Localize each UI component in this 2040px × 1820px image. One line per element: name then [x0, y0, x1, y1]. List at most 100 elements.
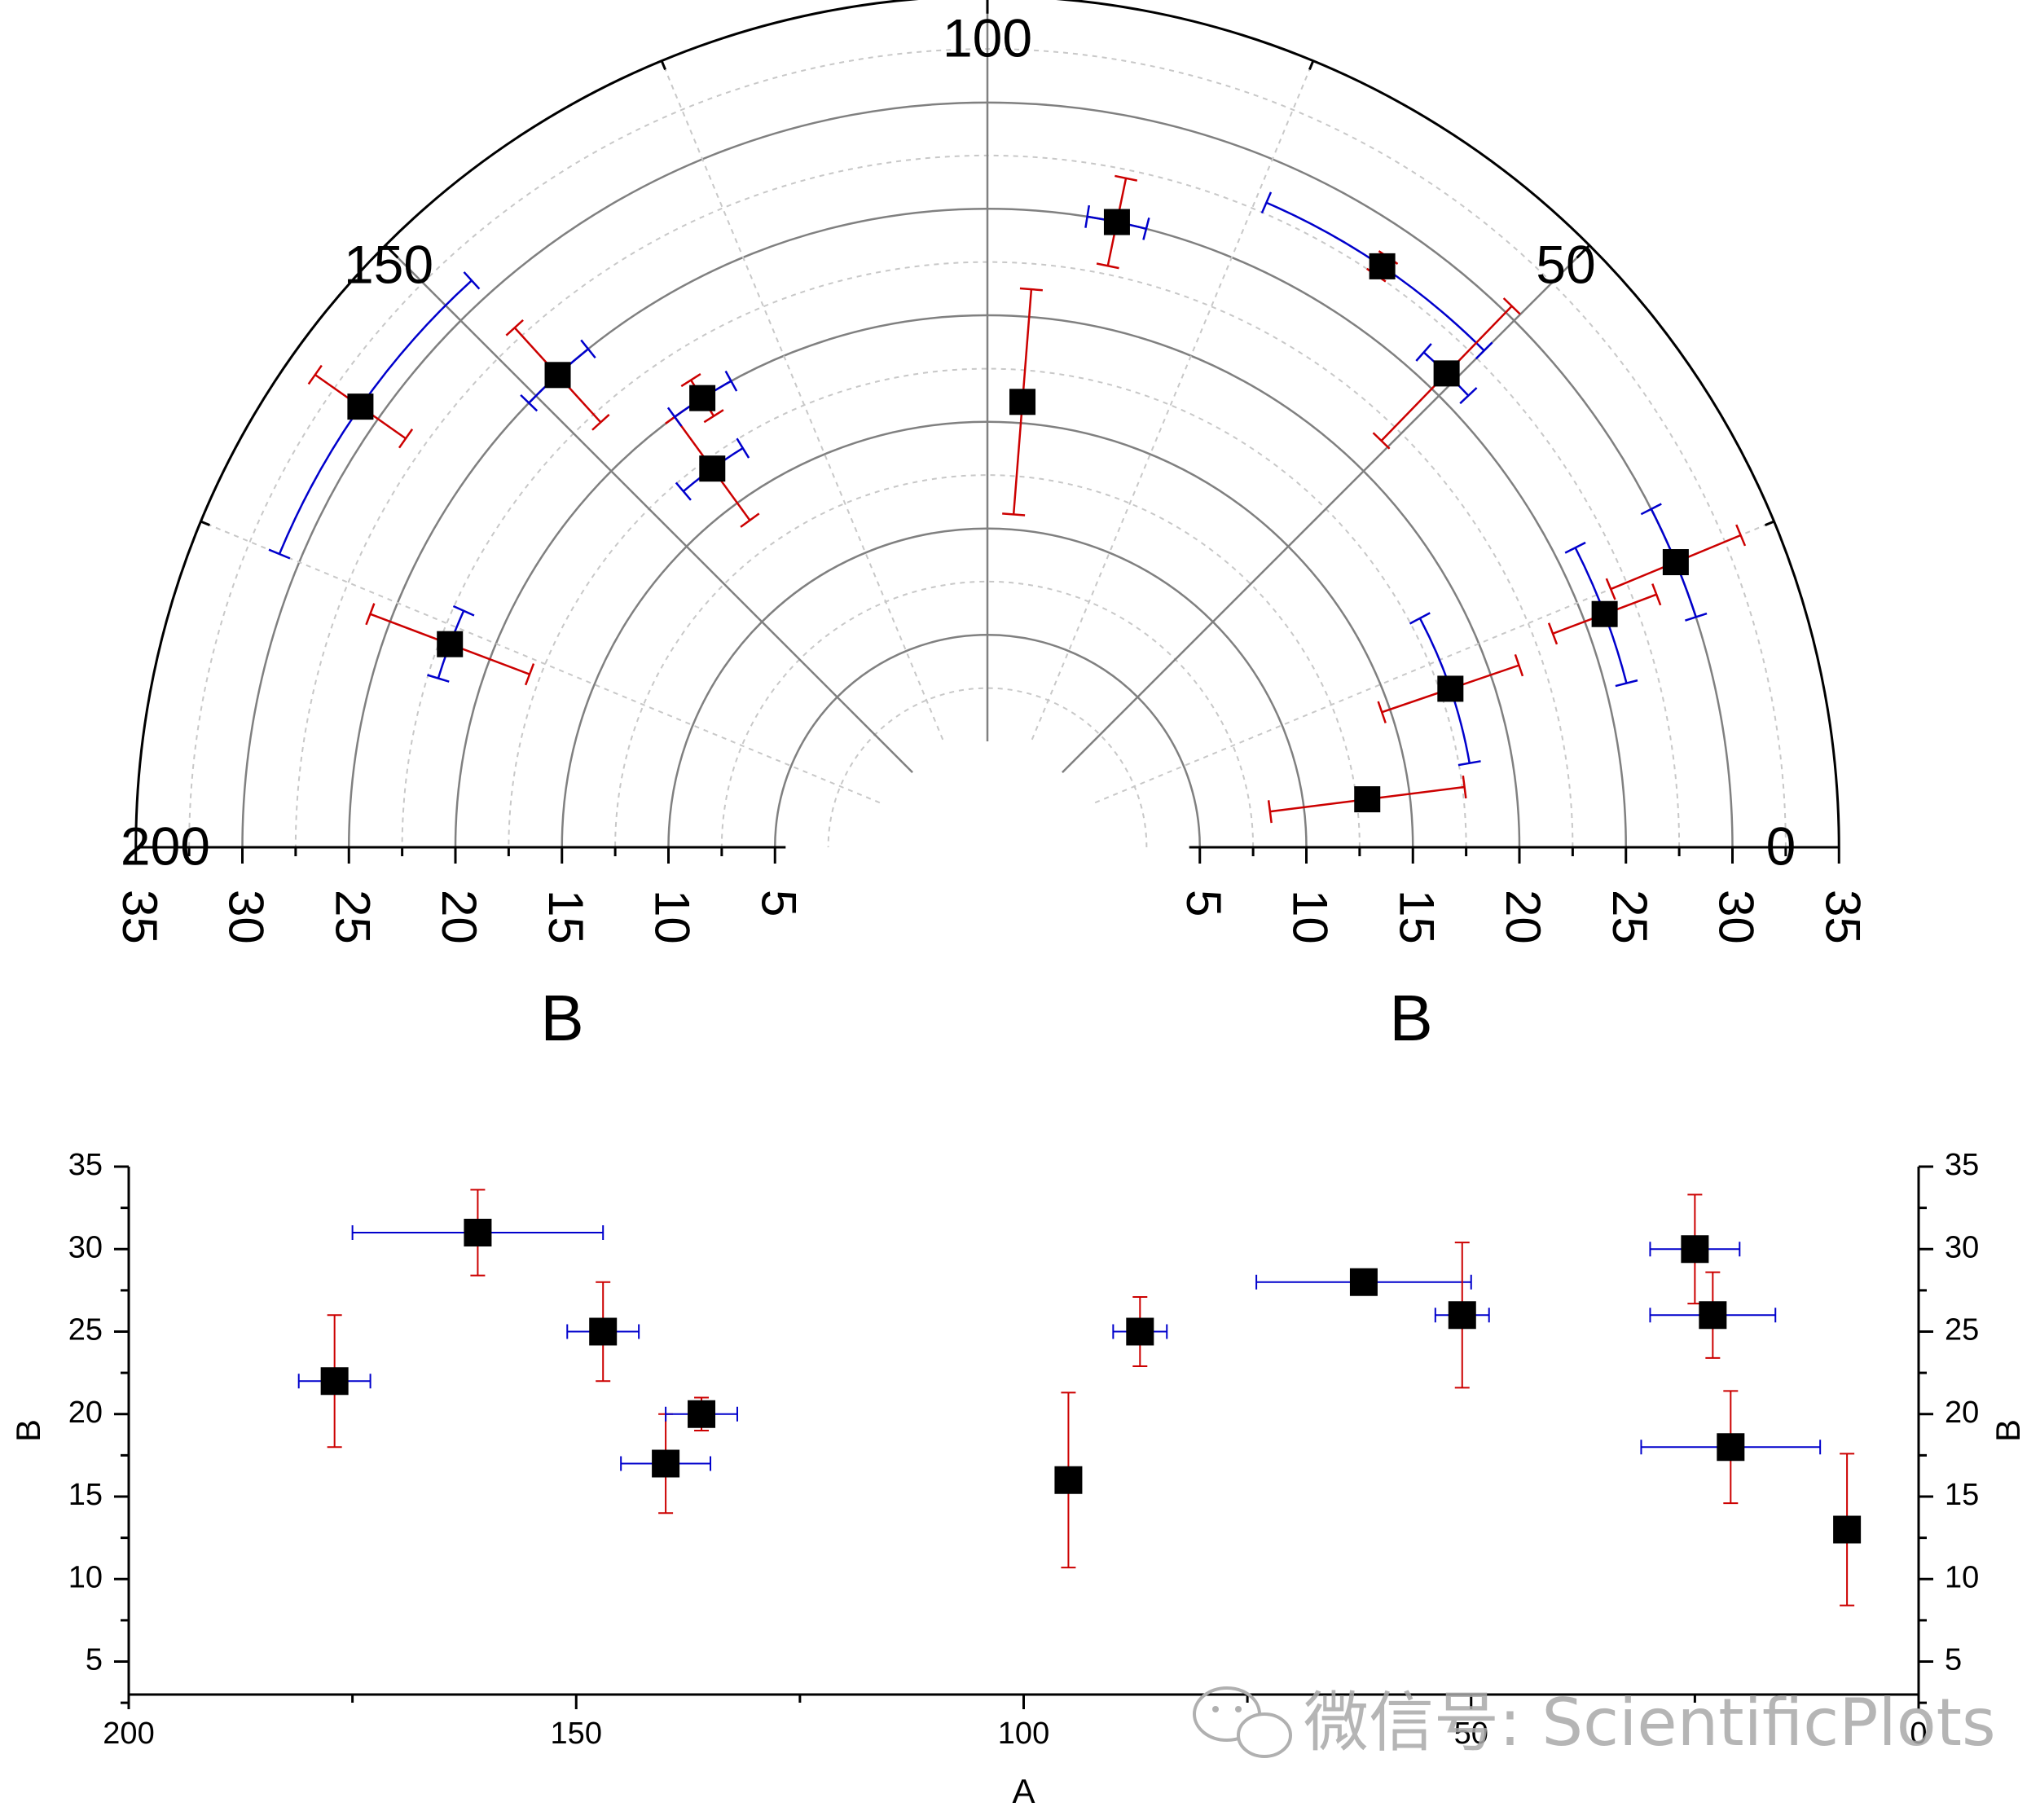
a-error-cap	[1084, 204, 1091, 228]
a-error-cap	[1564, 541, 1586, 554]
radial-axis-title-right: B	[1389, 982, 1432, 1054]
b-error-cap	[1267, 800, 1273, 824]
radial-tick-label: 30	[219, 890, 274, 944]
a-error-cap	[520, 393, 539, 412]
data-point	[544, 362, 571, 389]
data-point	[1681, 1235, 1709, 1264]
watermark-text: 微信号: ScientificPlots	[1304, 1685, 1996, 1761]
minor-grid-spoke	[1031, 59, 1314, 741]
radial-tick-label: 10	[645, 890, 700, 944]
y-tick-label-left: 5	[86, 1643, 103, 1677]
data-point	[1433, 360, 1460, 387]
data-point	[699, 455, 726, 482]
y-tick-label-left: 30	[68, 1230, 103, 1264]
b-error-cap	[1502, 297, 1521, 315]
radial-tick-label: 25	[325, 890, 380, 944]
b-error-cap	[1547, 622, 1559, 645]
x-tick-label: 50	[1454, 1717, 1488, 1751]
data-point	[1699, 1301, 1727, 1330]
radial-tick-label: 30	[1709, 890, 1764, 944]
x-tick-label: 200	[103, 1717, 154, 1751]
data-point	[589, 1317, 618, 1346]
a-error-cap	[580, 339, 596, 359]
radial-tick-label: 25	[1603, 890, 1657, 944]
angular-tick-label: 150	[344, 234, 433, 294]
angular-tick	[1765, 520, 1775, 526]
y-tick-label-right: 10	[1945, 1560, 1979, 1594]
y-tick-label-left: 25	[68, 1313, 103, 1347]
b-error-cap	[703, 409, 724, 424]
major-grid-spoke	[385, 244, 913, 773]
a-error-cap	[1685, 612, 1708, 622]
a-error-cap	[452, 604, 475, 617]
y-axis-title-left: B	[9, 1419, 47, 1442]
data-point	[652, 1449, 680, 1478]
a-error-cap	[1142, 218, 1150, 240]
y-tick-label-right: 5	[1945, 1643, 1962, 1677]
major-grid-spoke	[1062, 244, 1590, 773]
data-point	[1448, 1301, 1476, 1330]
data-point	[437, 631, 464, 657]
a-error-cap	[666, 407, 683, 427]
x-tick-label: 100	[998, 1717, 1049, 1751]
data-point	[1354, 786, 1381, 813]
a-error-cap	[463, 271, 481, 290]
y-axis-title-right: B	[1989, 1419, 2027, 1442]
data-point	[320, 1367, 349, 1396]
y-tick-label-left: 15	[68, 1478, 103, 1512]
b-error-cap	[1096, 262, 1119, 270]
y-tick-label-left: 35	[68, 1148, 103, 1182]
data-point	[1369, 253, 1396, 279]
radial-tick-label: 15	[539, 890, 593, 944]
a-error-cap	[724, 370, 738, 392]
b-error-cap	[1462, 775, 1467, 799]
b-error-cap	[740, 512, 760, 528]
y-tick-label-left: 10	[68, 1560, 103, 1594]
b-error-cap	[1651, 583, 1662, 606]
angular-tick	[1576, 244, 1591, 259]
radial-tick-label: 15	[1389, 890, 1444, 944]
a-error-cap	[427, 674, 450, 683]
b-error-cap	[591, 413, 610, 431]
b-error-cap	[680, 373, 701, 388]
b-error-cap	[1377, 701, 1387, 723]
data-point	[1054, 1466, 1083, 1494]
angular-tick	[384, 244, 399, 259]
data-point	[688, 1400, 716, 1428]
angular-tick	[660, 59, 666, 70]
b-error-cap	[524, 663, 535, 686]
wechat-eye	[1212, 1706, 1219, 1712]
wechat-icon	[1193, 1686, 1292, 1758]
a-error-cap	[1615, 679, 1638, 688]
x-tick-label: 0	[1910, 1717, 1927, 1751]
a-error-cap	[1640, 503, 1662, 516]
y-tick-label-right: 20	[1945, 1396, 1979, 1430]
a-error-cap	[1260, 191, 1273, 214]
a-error-cap	[1409, 612, 1431, 625]
b-error-cap	[1605, 578, 1616, 600]
data-point	[1349, 1268, 1378, 1296]
a-error-cap	[1475, 341, 1493, 360]
angular-tick-label: 0	[1766, 815, 1796, 876]
x-axis-title: A	[1012, 1772, 1035, 1810]
b-error-cap	[1115, 174, 1138, 182]
data-point	[1662, 549, 1689, 576]
a-error-cap	[268, 548, 291, 560]
b-error-cap	[505, 319, 524, 336]
watermark: 微信号: ScientificPlots	[1193, 1685, 1996, 1761]
data-point	[1833, 1515, 1862, 1544]
radial-tick-label: 35	[1815, 890, 1870, 944]
data-point	[1591, 600, 1618, 627]
y-tick-label-right: 30	[1945, 1230, 1979, 1264]
radial-tick-label: 20	[432, 890, 486, 944]
b-error-cap	[365, 603, 376, 626]
data-point	[1009, 389, 1036, 415]
a-error-cap	[736, 437, 750, 459]
a-error-cap	[675, 481, 692, 501]
y-tick-label-left: 20	[68, 1396, 103, 1430]
scatter-chart: 5 5 10 10 15 15 20 20 25 25 30 30 35 35 200 150 100 50 0 A B…	[9, 1148, 2027, 1810]
y-tick-label-right: 15	[1945, 1478, 1979, 1512]
angular-tick	[1308, 59, 1315, 70]
b-error-cap	[307, 364, 323, 385]
b-error-cap	[398, 429, 414, 449]
